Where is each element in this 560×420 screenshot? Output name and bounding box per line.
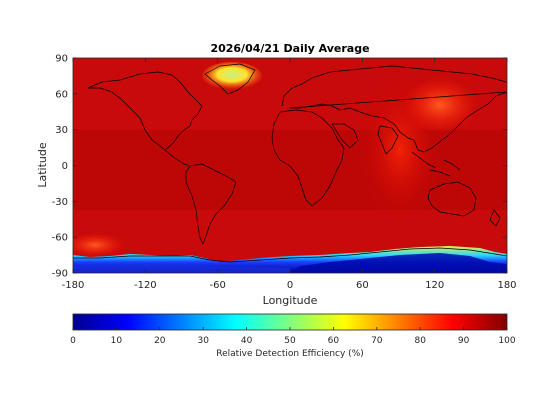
y-tick-label: -30: [52, 197, 68, 208]
coast-antarctica: [73, 247, 507, 263]
coast-southeast-asia: [411, 151, 461, 177]
colorbar-tick-label: 30: [197, 336, 209, 346]
coastlines: [73, 63, 507, 263]
colorbar: 0 10 20 30 40 50 60 70 80 90 100 Relative Detectio…: [70, 313, 516, 359]
x-tick-label: 0: [287, 280, 293, 291]
x-tick-label: -180: [62, 280, 85, 291]
y-tick-label: 60: [55, 89, 68, 100]
coast-north-america: [87, 71, 203, 151]
coast-india: [377, 125, 399, 155]
coast-australia: [427, 181, 477, 217]
coast-central-america: [164, 149, 191, 167]
y-tick-label: 90: [55, 54, 68, 65]
x-axis-ticks: -180 -120 -60 0 60 120 180: [62, 58, 517, 291]
colorbar-tick-label: 20: [154, 336, 166, 346]
y-tick-label: -60: [52, 233, 68, 244]
colorbar-tick-label: 90: [458, 336, 470, 346]
y-tick-label: 0: [62, 161, 68, 172]
y-axis-ticks: 90 60 30 0 -30 -60 -90: [52, 54, 507, 280]
colorbar-label: Relative Detection Efficiency (%): [216, 349, 364, 359]
x-tick-label: 60: [356, 280, 369, 291]
colorbar-tick-label: 100: [498, 336, 515, 346]
antarctica-west-deep: [73, 263, 290, 273]
colorbar-tick-label: 80: [414, 336, 426, 346]
x-tick-label: 120: [425, 280, 444, 291]
x-tick-label: -120: [134, 280, 157, 291]
x-tick-label: -60: [209, 280, 225, 291]
coast-south-america: [185, 163, 237, 245]
x-axis-label: Longitude: [263, 294, 318, 307]
y-axis-label: Latitude: [36, 142, 49, 188]
colorbar-tick-label: 70: [371, 336, 383, 346]
x-tick-label: 180: [497, 280, 516, 291]
colorbar-tick-label: 0: [70, 336, 76, 346]
plot-area: [73, 58, 507, 273]
colorbar-tick-label: 50: [284, 336, 296, 346]
tropical-band: [73, 130, 507, 210]
coast-greenland: [204, 63, 256, 95]
colorbar-tick-label: 60: [328, 336, 340, 346]
coast-europe-asia: [281, 65, 507, 153]
chart-title: 2026/04/21 Daily Average: [210, 42, 369, 55]
coast-new-zealand: [489, 209, 501, 227]
colorbar-tick-label: 10: [111, 336, 123, 346]
y-tick-label: -90: [52, 269, 68, 280]
coast-arabia: [331, 123, 359, 149]
coast-africa: [271, 109, 345, 207]
colorbar-ticks: 0 10 20 30 40 50 60 70 80 90 100: [70, 327, 516, 346]
colorbar-tick-label: 40: [241, 336, 253, 346]
pacific-south-region: [73, 233, 125, 257]
east-asia-region: [402, 77, 478, 133]
antarctica-deep: [290, 253, 507, 273]
greenland-region: [202, 62, 262, 90]
y-tick-label: 30: [55, 125, 68, 136]
